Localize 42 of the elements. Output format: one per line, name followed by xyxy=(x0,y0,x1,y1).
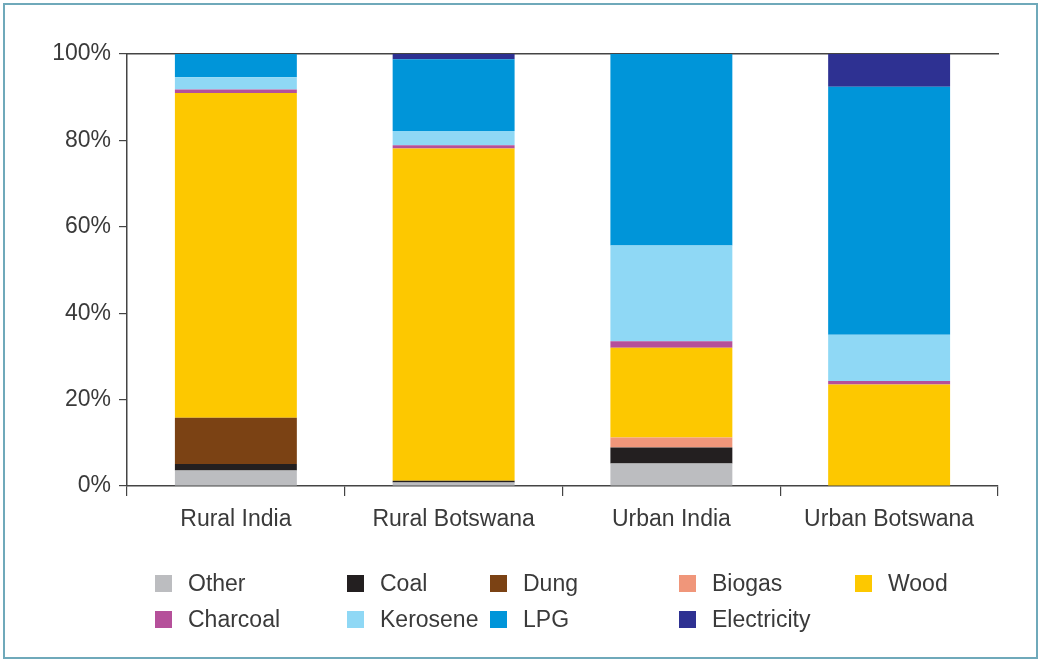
y-tick-label: 60% xyxy=(64,212,111,239)
x-tick-label: Rural India xyxy=(180,505,292,532)
bar xyxy=(174,463,297,471)
bar xyxy=(392,148,515,481)
legend-label: LPG xyxy=(523,605,570,633)
bar xyxy=(610,437,733,448)
bar xyxy=(174,92,297,418)
x-tick-label: Urban Botswana xyxy=(804,505,975,532)
bar xyxy=(174,54,297,78)
legend-label: Kerosene xyxy=(380,605,479,633)
bar xyxy=(174,77,297,90)
y-tick-label: 100% xyxy=(52,39,111,66)
bar xyxy=(392,130,515,146)
bar xyxy=(392,59,515,131)
bar xyxy=(610,245,733,342)
y-tick-label: 0% xyxy=(77,471,111,498)
legend-label: Biogas xyxy=(712,569,783,597)
y-tick-label: 80% xyxy=(64,125,111,152)
bar xyxy=(174,470,297,486)
bar xyxy=(828,334,951,382)
legend-label: Coal xyxy=(380,569,428,597)
bar xyxy=(174,417,297,464)
bar xyxy=(610,347,733,438)
bar xyxy=(610,341,733,348)
bar xyxy=(828,86,951,335)
bar xyxy=(392,145,515,149)
legend-label: Dung xyxy=(523,569,578,597)
bar xyxy=(610,54,733,246)
x-tick-label: Rural Botswana xyxy=(372,505,536,532)
bar xyxy=(610,447,733,464)
legend-label: Other xyxy=(188,569,246,597)
bar xyxy=(174,89,297,93)
bar xyxy=(392,54,515,60)
y-tick-label: 40% xyxy=(64,298,111,325)
y-tick-label: 20% xyxy=(64,384,111,411)
x-tick-label: Urban India xyxy=(611,505,732,532)
legend-label: Charcoal xyxy=(188,605,281,633)
bar xyxy=(828,54,951,87)
legend-label: Wood xyxy=(888,569,948,597)
bar xyxy=(828,384,951,486)
legend-label: Electricity xyxy=(712,605,811,633)
bar xyxy=(610,463,733,486)
